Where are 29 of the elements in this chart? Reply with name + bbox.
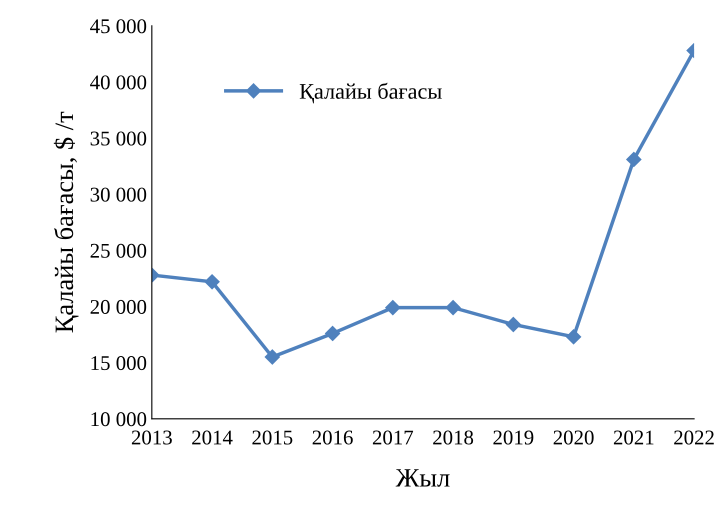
y-tick-label: 35 000 [90,131,146,146]
y-tick-label: 10 000 [92,412,146,426]
x-tick-label: 2019 [493,430,534,445]
x-tick-label: 2014 [192,430,233,445]
point [204,274,220,290]
x-tick-label: 2016 [312,430,353,445]
x-tick-label: 2013 [132,430,172,445]
legend-label: Қалайы бағасы [300,82,442,104]
point [506,316,521,332]
x-tick-label: 2018 [433,430,474,445]
point [566,329,582,344]
y-tick-label: 45 000 [90,19,146,34]
y-tick-label: 25 000 [90,244,146,258]
y-tick-label: 15 000 [92,356,146,370]
y-tick-label: 20 000 [90,300,146,314]
x-axis-title: Жыл [396,469,450,487]
x-tick-label: 2017 [372,430,414,445]
point [446,300,461,316]
y-tick-label: 40 000 [90,75,146,90]
point [325,326,340,342]
point [385,300,400,316]
point [626,152,642,168]
y-axis-title: Қалайы бағасы, $ /т [54,112,79,332]
x-tick-label: 2020 [554,430,594,445]
x-tick-label: 2021 [614,430,654,445]
y-tick-label: 30 000 [90,188,146,202]
x-tick-label: 2022 [674,430,714,445]
x-tick-label: 2015 [252,430,292,445]
point [264,349,280,365]
